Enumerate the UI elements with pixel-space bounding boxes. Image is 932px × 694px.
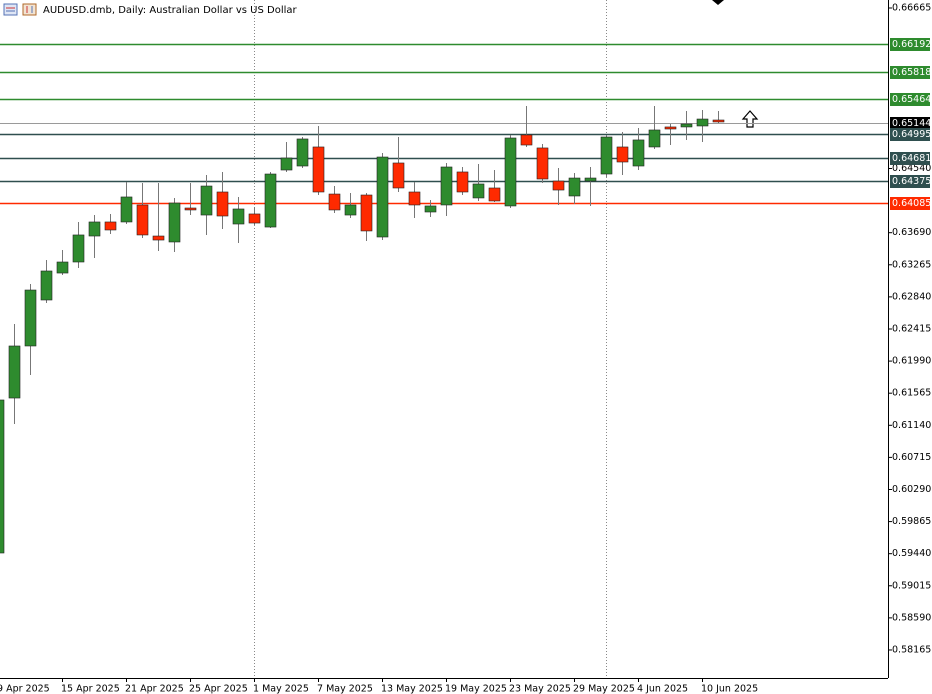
candle-body bbox=[168, 202, 181, 243]
y-tick-label: 0.61565 bbox=[892, 388, 931, 399]
candle-body bbox=[120, 196, 133, 223]
candle-body bbox=[504, 137, 517, 207]
level-label-box bbox=[890, 66, 930, 79]
level-label: 0.64375 bbox=[892, 176, 931, 187]
candle-body bbox=[360, 194, 373, 232]
x-tick-label: 15 Apr 2025 bbox=[61, 684, 120, 694]
x-tick-label: 19 May 2025 bbox=[445, 684, 507, 694]
x-tick-label: 1 May 2025 bbox=[253, 684, 309, 694]
y-tick-label: 0.63265 bbox=[892, 259, 931, 270]
candle-body bbox=[200, 185, 213, 216]
y-tick-label: 0.62840 bbox=[892, 291, 931, 302]
buy-arrow bbox=[741, 110, 759, 128]
candle-body bbox=[552, 180, 565, 191]
candle-body bbox=[24, 289, 37, 347]
candle-body bbox=[280, 157, 293, 171]
candle-body bbox=[232, 208, 245, 225]
x-tick-label: 25 Apr 2025 bbox=[189, 684, 248, 694]
level-label-box bbox=[890, 197, 930, 210]
x-tick-label: 4 Jun 2025 bbox=[637, 684, 688, 694]
y-tick-label: 0.58165 bbox=[892, 644, 931, 655]
y-tick-label: 0.62415 bbox=[892, 323, 931, 334]
x-tick-label: 10 Jun 2025 bbox=[701, 684, 758, 694]
candle-body bbox=[216, 191, 229, 217]
y-tick-label: 0.61990 bbox=[892, 356, 931, 367]
level-label: 0.65464 bbox=[892, 94, 931, 105]
header-icons bbox=[3, 3, 37, 16]
level-label-box bbox=[890, 175, 930, 188]
level-label-box bbox=[890, 152, 930, 165]
y-tick-label: 0.59015 bbox=[892, 580, 931, 591]
x-tick-label: 21 Apr 2025 bbox=[125, 684, 184, 694]
level-label: 0.65144 bbox=[892, 118, 931, 129]
candle-body bbox=[88, 221, 101, 237]
candle-body bbox=[648, 129, 661, 148]
candle-body bbox=[616, 146, 629, 163]
candle-body bbox=[392, 162, 405, 189]
candle-body bbox=[296, 138, 309, 167]
y-tick-label: 0.58590 bbox=[892, 612, 931, 623]
candle-body bbox=[696, 118, 709, 127]
marker bbox=[712, 0, 724, 5]
candle-body bbox=[568, 177, 581, 197]
candle-body bbox=[600, 136, 613, 175]
level-label-box bbox=[890, 128, 930, 141]
level-label: 0.66192 bbox=[892, 39, 931, 50]
x-tick-label: 13 May 2025 bbox=[381, 684, 443, 694]
candle-body bbox=[184, 207, 197, 211]
candle-body bbox=[520, 134, 533, 146]
candle-body bbox=[328, 193, 341, 211]
level-label: 0.64085 bbox=[892, 198, 931, 209]
candle-body bbox=[0, 399, 5, 554]
level-label-box bbox=[890, 93, 930, 106]
candle-body bbox=[664, 126, 677, 130]
candle-body bbox=[680, 123, 693, 128]
candle-body bbox=[264, 173, 277, 228]
x-tick-label: 7 May 2025 bbox=[317, 684, 373, 694]
y-tick-label: 0.59865 bbox=[892, 516, 931, 527]
candle-body bbox=[344, 204, 357, 216]
chart-title: AUDUSD.dmb, Daily: Australian Dollar vs … bbox=[43, 5, 298, 16]
candle-body bbox=[56, 261, 69, 274]
candle-body bbox=[136, 204, 149, 236]
y-tick-label: 0.66665 bbox=[892, 3, 931, 14]
candle-body bbox=[376, 156, 389, 238]
candle-body bbox=[712, 119, 725, 123]
level-label: 0.64995 bbox=[892, 129, 931, 140]
candle-body bbox=[248, 213, 261, 224]
y-tick-label: 0.59440 bbox=[892, 548, 931, 559]
candle-body bbox=[408, 191, 421, 206]
candle-body bbox=[472, 183, 485, 199]
y-tick-label: 0.61140 bbox=[892, 420, 931, 431]
candle-body bbox=[440, 166, 453, 206]
level-label: 0.65818 bbox=[892, 67, 931, 78]
candle-body bbox=[536, 147, 549, 180]
y-tick-label: 0.60715 bbox=[892, 452, 931, 463]
x-tick-label: 29 May 2025 bbox=[573, 684, 635, 694]
y-tick-label: 0.60290 bbox=[892, 484, 931, 495]
candle-body bbox=[424, 205, 437, 213]
y-tick-label: 0.63690 bbox=[892, 227, 931, 238]
level-label-box bbox=[890, 117, 930, 130]
level-label-box bbox=[890, 38, 930, 51]
candle-body bbox=[72, 234, 85, 263]
x-tick-label: 23 May 2025 bbox=[509, 684, 571, 694]
y-tick-label: 0.64540 bbox=[892, 163, 931, 174]
candle-body bbox=[40, 270, 53, 301]
candle-body bbox=[488, 187, 501, 202]
candle-body bbox=[8, 345, 21, 399]
x-tick-label: 9 Apr 2025 bbox=[0, 684, 50, 694]
candle-body bbox=[632, 139, 645, 167]
candle-body bbox=[456, 171, 469, 193]
candle-body bbox=[152, 235, 165, 241]
candle-body bbox=[584, 177, 597, 182]
candle-body bbox=[312, 146, 325, 193]
candle-body bbox=[104, 221, 117, 231]
level-label: 0.64681 bbox=[892, 153, 931, 164]
